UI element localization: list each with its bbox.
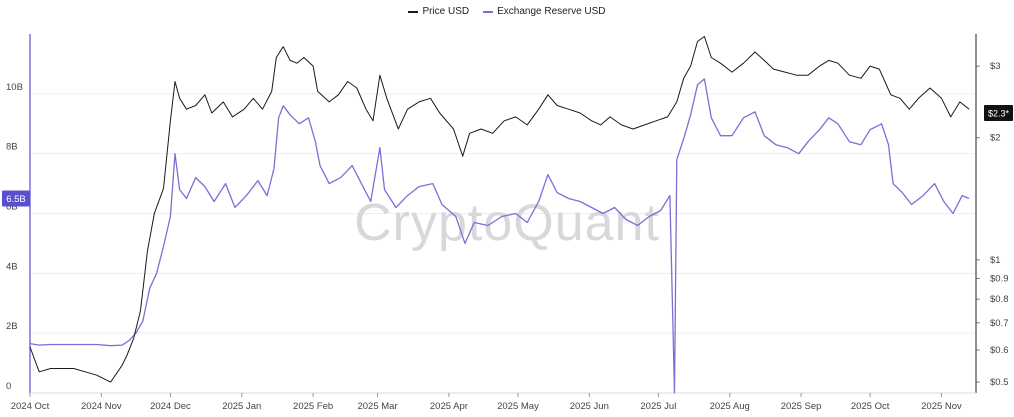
x-tick-label: 2025 Aug bbox=[710, 401, 750, 412]
x-tick-label: 2025 Oct bbox=[851, 401, 890, 412]
x-tick-label: 2025 Nov bbox=[921, 401, 962, 412]
y-left-tick-label: 0 bbox=[6, 381, 11, 392]
y-left-tick-label: 8B bbox=[6, 142, 18, 153]
y-right-tick-label: $0.7 bbox=[990, 318, 1009, 329]
x-tick-label: 2024 Oct bbox=[11, 401, 50, 412]
y-right-tick-label: $0.8 bbox=[990, 294, 1009, 305]
watermark-text: CryptoQuant bbox=[354, 194, 660, 252]
right-value-badge bbox=[984, 105, 1013, 122]
x-tick-label: 2024 Dec bbox=[150, 401, 191, 412]
legend: Price USD Exchange Reserve USD bbox=[0, 6, 1014, 17]
x-tick-label: 2025 Feb bbox=[293, 401, 333, 412]
x-tick-label: 2025 Jun bbox=[570, 401, 609, 412]
left-value-badge bbox=[2, 190, 30, 207]
series-line-price bbox=[29, 36, 970, 383]
x-tick-label: 2024 Nov bbox=[81, 401, 122, 412]
legend-swatch-reserve bbox=[483, 10, 494, 13]
legend-item-reserve[interactable]: Exchange Reserve USD bbox=[483, 6, 606, 17]
x-tick-label: 2025 Sep bbox=[781, 401, 822, 412]
left-value-badge-text: 6.5B bbox=[6, 194, 26, 205]
y-right-tick-label: $3 bbox=[990, 61, 1001, 72]
y-right-tick-label: $0.9 bbox=[990, 273, 1009, 284]
x-tick-label: 2025 Jan bbox=[222, 401, 261, 412]
legend-label-reserve: Exchange Reserve USD bbox=[497, 6, 606, 17]
y-right-tick-label: $2 bbox=[990, 133, 1001, 144]
legend-label-price: Price USD bbox=[422, 6, 470, 17]
series-layer bbox=[29, 36, 970, 394]
x-tick-label: 2025 Mar bbox=[357, 401, 397, 412]
series-line-exchange-reserve bbox=[29, 78, 970, 394]
y-right-tick-label: $0.6 bbox=[990, 345, 1009, 356]
right-value-badge-text: $2.3* bbox=[988, 109, 1010, 119]
badge-layer: 6.5B $2.3* bbox=[2, 105, 1013, 207]
legend-swatch-price bbox=[408, 10, 419, 13]
y-right-tick-label: $1 bbox=[990, 255, 1001, 266]
axis-layer: 0 2B 4B 6B 8B 10B $0.5 $0.6 $0.7 $0.8 $0.9 $1 $2 $3 20… bbox=[6, 34, 1009, 412]
y-left-tick-label: 10B bbox=[6, 82, 23, 93]
y-left-tick-label: 2B bbox=[6, 321, 18, 332]
x-tick-label: 2025 Apr bbox=[430, 401, 468, 412]
x-tick-label: 2025 May bbox=[497, 401, 539, 412]
y-right-tick-label: $0.5 bbox=[990, 377, 1009, 388]
x-tick-label: 2025 Jul bbox=[640, 401, 676, 412]
y-left-tick-label: 6B bbox=[6, 202, 18, 213]
legend-item-price[interactable]: Price USD bbox=[408, 6, 469, 17]
y-left-tick-label: 4B bbox=[6, 261, 18, 272]
